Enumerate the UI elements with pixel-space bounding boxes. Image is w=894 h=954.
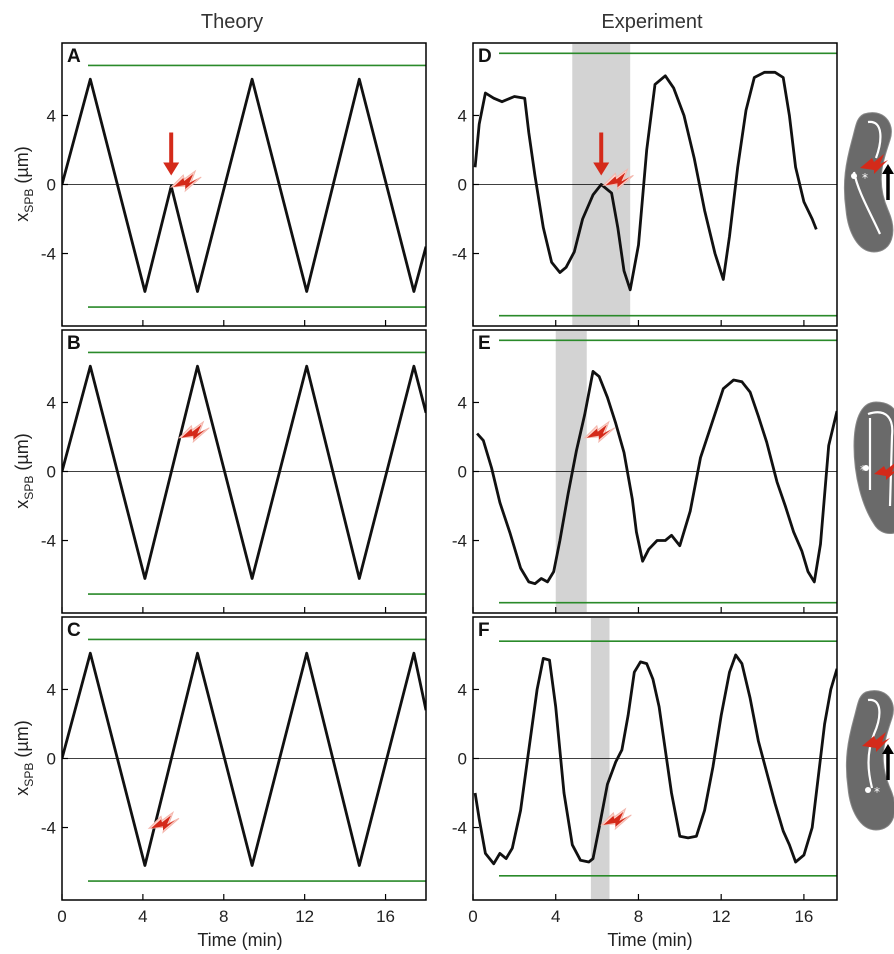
y-tick-label: -4: [452, 819, 467, 838]
y-axis-label: xSPB (µm): [12, 433, 36, 508]
trace-line: [62, 364, 426, 580]
y-tick-label: 0: [458, 463, 467, 482]
panel-b: B 4 0 -4: [41, 329, 427, 614]
panel-a: A 4 0 -4: [41, 42, 427, 327]
y-tick-label: 0: [47, 176, 56, 195]
column-title-experiment: Experiment: [601, 11, 703, 33]
x-axis-label-theory: Time (min): [197, 930, 282, 950]
y-tick-label: -4: [41, 532, 56, 551]
y-tick-label: 4: [458, 393, 467, 412]
direction-arrow-icon: [882, 744, 894, 780]
y-axis-label: xSPB (µm): [12, 146, 36, 221]
cell-schematic-icon: *: [853, 401, 894, 534]
panel-label: C: [67, 620, 81, 641]
laser-bolt-icon: [602, 167, 634, 191]
column-title-theory: Theory: [201, 11, 263, 33]
x-tick-label: 8: [219, 907, 228, 926]
x-tick-label: 16: [794, 907, 813, 926]
x-axis-labels: Time (min) Time (min): [197, 930, 692, 950]
svg-text:*: *: [860, 463, 866, 477]
y-tick-label: 0: [458, 176, 467, 195]
trace-line: [473, 70, 818, 292]
panel-label: E: [478, 333, 491, 354]
x-tick-label: 12: [712, 907, 731, 926]
panels: A 4 0 -4 B 4 0 -4 C 4 0 -4 0 4 8 12 16 D 4 0 -4 E 4 0 -4 F 4 0 -4 0 4 8…: [41, 42, 838, 926]
y-tick-label: 4: [47, 106, 56, 125]
cell-schematics: * * *: [843, 112, 894, 831]
panel-label: B: [67, 333, 81, 354]
y-tick-label: 0: [47, 463, 56, 482]
panel-c: C 4 0 -4 0 4 8 12 16: [41, 616, 427, 926]
laser-bolt-icon: [178, 420, 210, 444]
red-arrow-icon: [593, 132, 610, 176]
x-axis-label-experiment: Time (min): [607, 930, 692, 950]
y-tick-label: 0: [458, 750, 467, 769]
y-tick-label: -4: [41, 245, 56, 264]
y-tick-label: -4: [452, 245, 467, 264]
laser-bolt-icon: [583, 420, 616, 444]
cell-schematic-icon: *: [843, 112, 894, 253]
panel-label: A: [67, 46, 81, 67]
trace-line: [473, 653, 837, 866]
laser-bolt-icon: [147, 810, 180, 834]
y-axis-label: xSPB (µm): [12, 720, 36, 795]
x-tick-label: 4: [551, 907, 560, 926]
x-tick-label: 8: [634, 907, 643, 926]
svg-text:*: *: [874, 785, 880, 799]
laser-bolt-icon: [169, 169, 202, 193]
x-tick-label: 12: [295, 907, 314, 926]
trace-line: [476, 369, 837, 586]
trace-line: [62, 77, 426, 293]
y-tick-label: 0: [47, 750, 56, 769]
panel-e: E 4 0 -4: [452, 329, 838, 614]
x-tick-label: 4: [138, 907, 147, 926]
panel-d: D 4 0 -4: [452, 42, 838, 327]
y-axis-labels: xSPB (µm) xSPB (µm) xSPB (µm): [12, 146, 36, 795]
trace-line: [62, 651, 426, 867]
panel-f: F 4 0 -4 0 4 8 12 16: [452, 616, 838, 926]
panel-label: D: [478, 46, 492, 67]
svg-text:*: *: [862, 171, 868, 185]
x-tick-label: 16: [376, 907, 395, 926]
laser-bolt-icon: [600, 807, 632, 831]
y-tick-label: 4: [47, 680, 56, 699]
y-tick-label: 4: [47, 393, 56, 412]
x-tick-label: 0: [57, 907, 66, 926]
panel-label: F: [478, 620, 490, 641]
cell-schematic-icon: *: [845, 690, 894, 831]
y-tick-label: -4: [452, 532, 467, 551]
red-arrow-icon: [163, 132, 180, 176]
direction-arrow-icon: [882, 164, 894, 200]
y-tick-label: 4: [458, 106, 467, 125]
y-tick-label: -4: [41, 819, 56, 838]
x-tick-label: 0: [468, 907, 477, 926]
y-tick-label: 4: [458, 680, 467, 699]
